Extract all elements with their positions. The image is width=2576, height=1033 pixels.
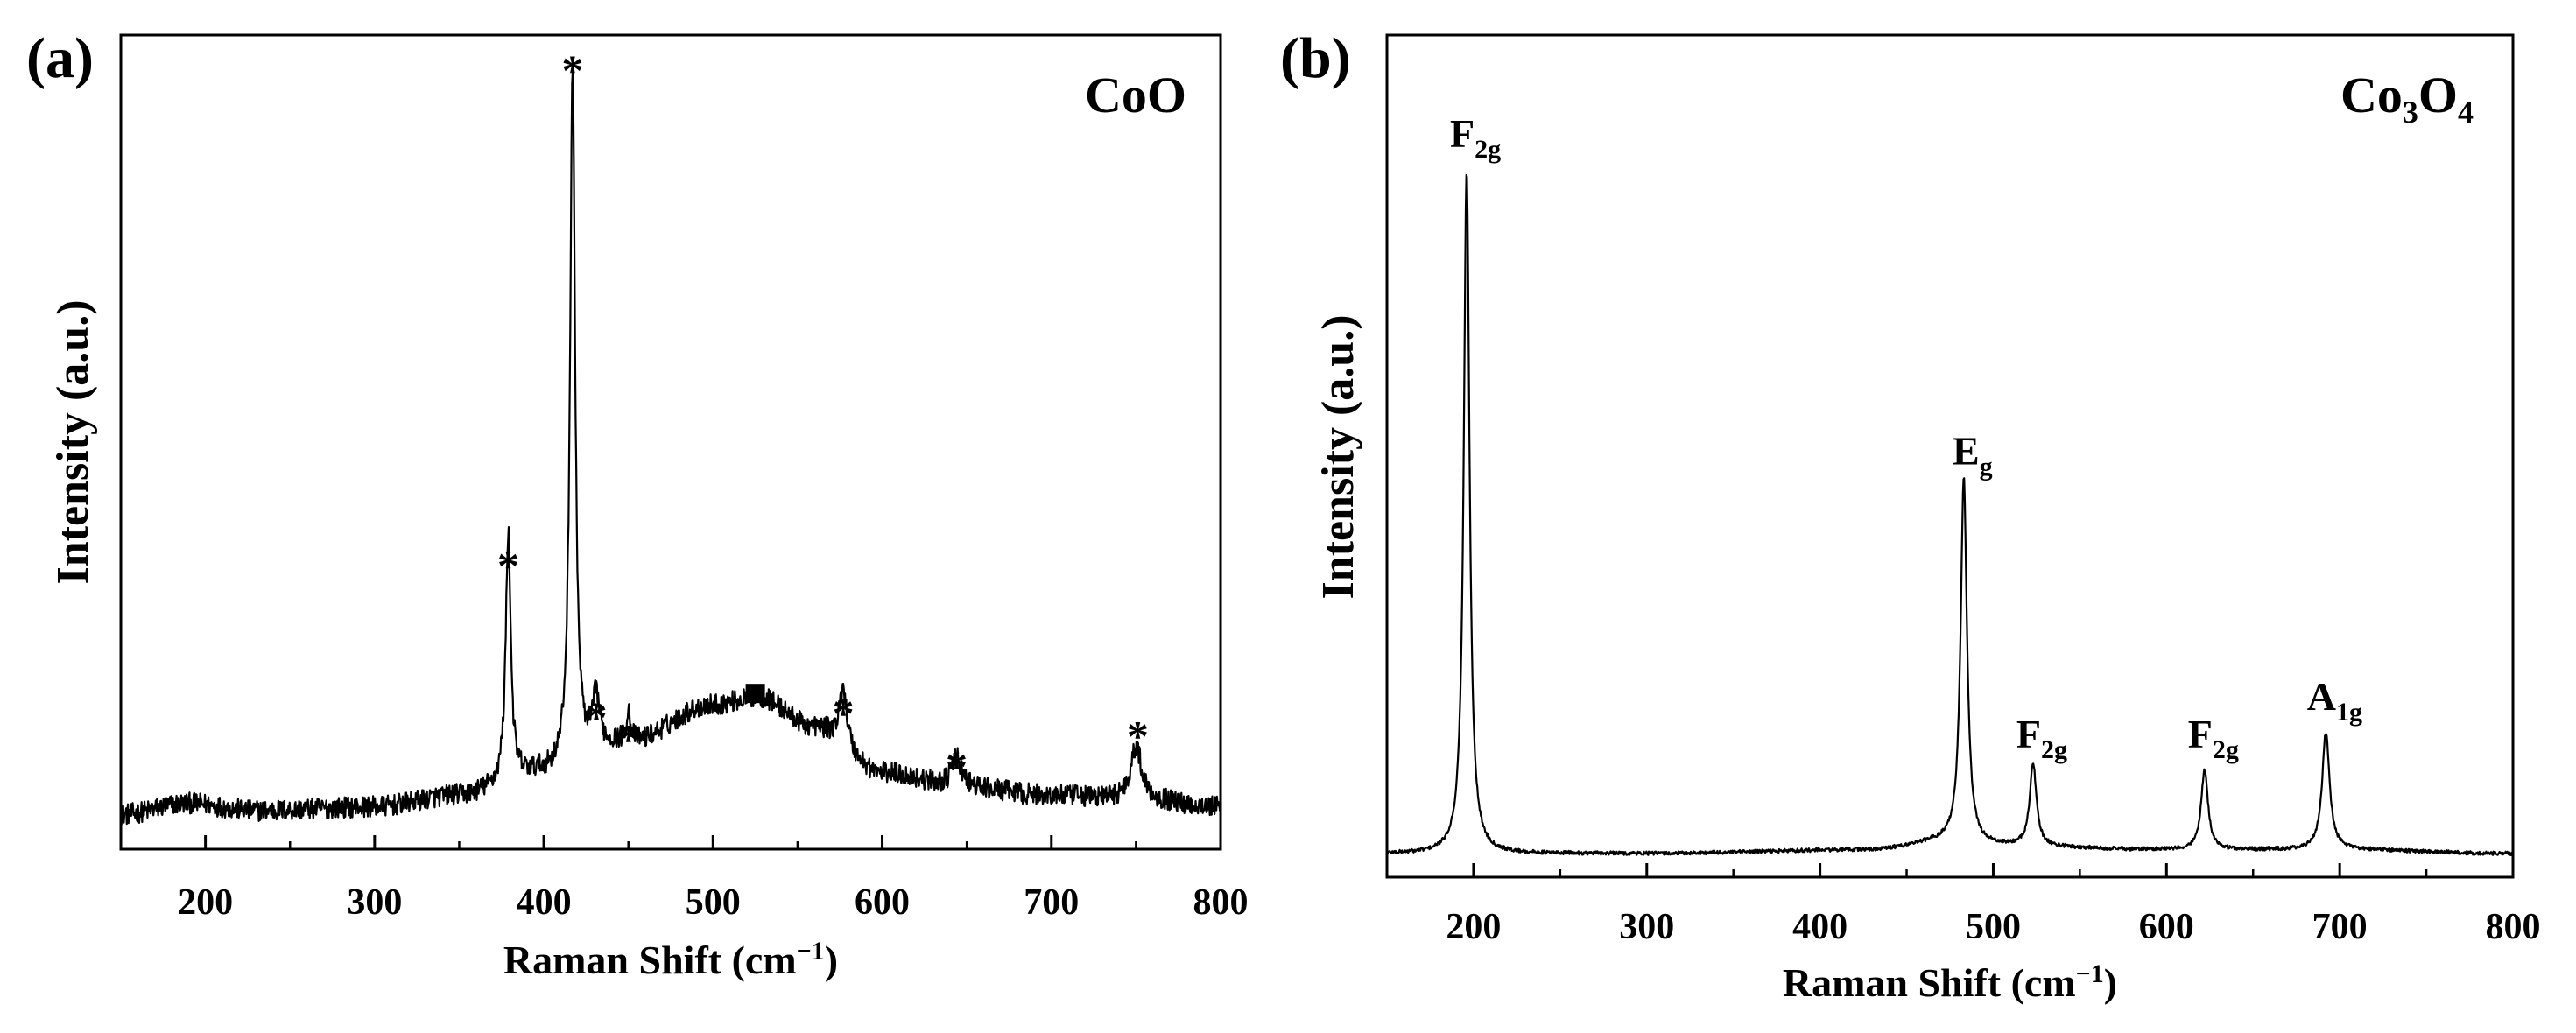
panel-label-a: (a) bbox=[26, 26, 94, 90]
plot-frame-a bbox=[119, 33, 1222, 851]
y-axis-label-a: Intensity (a.u.) bbox=[48, 299, 98, 584]
square-marker bbox=[745, 684, 765, 704]
peak-mode-label: Eg bbox=[1953, 429, 1993, 481]
spectrum-line-co3o4 bbox=[1385, 173, 2514, 857]
x-tick-label: 600 bbox=[855, 882, 910, 923]
y-axis-label-b: Intensity (a.u.) bbox=[1313, 314, 1363, 599]
panel-title-coo: CoO bbox=[1085, 67, 1186, 123]
x-tick-label: 700 bbox=[1024, 882, 1079, 923]
peak-annotations-a: *** **** bbox=[497, 46, 1149, 791]
peak-mode-label: A1g bbox=[2307, 674, 2362, 727]
peak-asterisk: * bbox=[833, 688, 855, 737]
panel-label-b: (b) bbox=[1280, 26, 1351, 90]
square-markers-a bbox=[745, 684, 765, 704]
peak-mode-label: F2g bbox=[2188, 712, 2239, 764]
x-tick-label: 200 bbox=[1446, 907, 1501, 947]
peak-mode-label: F2g bbox=[1450, 111, 1501, 164]
peak-asterisk: * bbox=[585, 692, 607, 741]
x-tick-label: 300 bbox=[1619, 907, 1674, 947]
peak-annotations-b: F2g Eg F2g F2g A1g bbox=[1450, 111, 2362, 764]
x-tick-labels-b: 200 300 400 500 600 700 800 bbox=[1446, 907, 2540, 947]
x-tick-label: 200 bbox=[178, 882, 233, 923]
peak-asterisk: * bbox=[946, 741, 968, 791]
peak-asterisk: * bbox=[617, 715, 639, 764]
x-ticks-a bbox=[119, 835, 1222, 849]
plot-frame-b bbox=[1385, 33, 2515, 879]
x-tick-label: 500 bbox=[686, 882, 741, 923]
spectrum-line-coo bbox=[120, 71, 1221, 826]
x-tick-label: 500 bbox=[1966, 907, 2021, 947]
x-tick-labels-a: 200 300 400 500 600 700 800 bbox=[178, 882, 1248, 923]
x-tick-label: 800 bbox=[2486, 907, 2541, 947]
peak-mode-label: F2g bbox=[2016, 712, 2067, 764]
peak-asterisk: * bbox=[1127, 711, 1149, 760]
x-tick-label: 600 bbox=[2139, 907, 2194, 947]
x-tick-label: 700 bbox=[2312, 907, 2368, 947]
x-tick-label: 300 bbox=[347, 882, 402, 923]
x-tick-label: 400 bbox=[1792, 907, 1848, 947]
panel-title-co3o4: Co3O4 bbox=[2340, 67, 2474, 130]
peak-asterisk: * bbox=[497, 541, 519, 590]
x-axis-label-b: Raman Shift (cm−1) bbox=[1783, 959, 2117, 1005]
x-ticks-b bbox=[1385, 863, 2515, 877]
peak-asterisk: * bbox=[561, 46, 583, 95]
x-tick-label: 800 bbox=[1193, 882, 1249, 923]
x-axis-label-a: Raman Shift (cm−1) bbox=[503, 937, 838, 982]
x-tick-label: 400 bbox=[517, 882, 572, 923]
panel-b: (b) 200 300 400 500 600 700 800 F2g Eg F2g F2g A1g… bbox=[1280, 26, 2541, 1005]
panel-a: (a) 200 300 400 500 600 700 800 *** **** CoO Ra… bbox=[26, 26, 1249, 982]
